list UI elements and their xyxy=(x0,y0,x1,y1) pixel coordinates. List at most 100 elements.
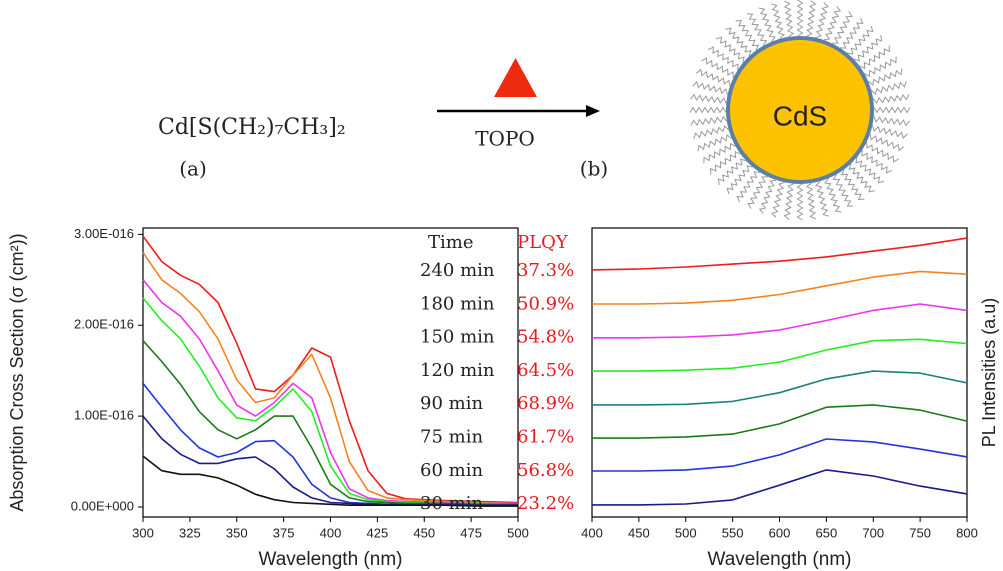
ligand xyxy=(746,13,768,46)
ligand xyxy=(815,2,829,39)
table-header: Time xyxy=(428,232,473,253)
series-line xyxy=(142,279,518,505)
x-tick-label: 500 xyxy=(507,525,529,540)
ligand xyxy=(758,179,777,215)
series-line xyxy=(591,237,968,271)
time-label: 75 min xyxy=(420,427,483,448)
ligand xyxy=(871,125,908,139)
ligand xyxy=(870,81,907,95)
ligand xyxy=(824,177,842,213)
ligand xyxy=(689,106,727,114)
ligand xyxy=(736,171,761,203)
nanoparticle xyxy=(726,36,874,184)
series-line xyxy=(592,404,968,439)
ligand xyxy=(805,182,816,220)
ligand xyxy=(717,158,747,185)
ligand xyxy=(873,116,910,127)
x-tick-label: 400 xyxy=(581,525,603,540)
ligand xyxy=(692,81,729,95)
ligand xyxy=(866,142,899,163)
ligand-shell xyxy=(689,0,911,221)
x-tick-label: 700 xyxy=(862,525,884,540)
series-line xyxy=(142,340,518,506)
ligand xyxy=(690,93,727,104)
ligand xyxy=(832,11,853,44)
series-line xyxy=(592,370,968,406)
plqy-value: 54.8% xyxy=(517,327,574,348)
x-tick-label: 475 xyxy=(460,525,482,540)
ligand xyxy=(703,142,736,164)
precursor-formula: Cd[S(CH₂)₇CH₃]₂ xyxy=(158,115,346,140)
series-line xyxy=(592,270,968,305)
plots: 300 325 350 375 400 425 450 475 500 0.00E+000 1.00… xyxy=(7,226,999,570)
series-line xyxy=(142,455,518,507)
ligand xyxy=(697,134,733,152)
ligand xyxy=(864,56,897,78)
x-tick-label: 350 xyxy=(226,525,248,540)
time-label: 90 min xyxy=(420,393,483,414)
x-axis-title: Wavelength (nm) xyxy=(708,549,852,570)
time-label: 180 min xyxy=(420,293,495,314)
x-tick-label: 400 xyxy=(320,525,342,540)
ligand xyxy=(823,5,842,41)
ligand xyxy=(701,57,734,78)
ligand xyxy=(784,0,795,38)
table-header: PLQY xyxy=(517,232,569,253)
ligand xyxy=(796,0,804,37)
y-axis-title: PL Intensities (a.u) xyxy=(979,298,999,447)
heat-triangle xyxy=(494,58,537,97)
series-line xyxy=(592,303,968,339)
plqy-value: 56.8% xyxy=(517,460,574,481)
arrow-head xyxy=(586,105,600,117)
series-line xyxy=(592,469,968,506)
ligand xyxy=(771,181,785,218)
x-tick-label: 425 xyxy=(367,525,389,540)
plqy-value: 37.3% xyxy=(517,260,574,281)
ligand xyxy=(771,3,785,40)
ligand xyxy=(815,180,829,217)
ligand xyxy=(867,68,903,86)
plqy-table: Time PLQY 240 min 37.3% 180 min 50.9% 150 min 5… xyxy=(420,232,574,514)
x-tick-label: 800 xyxy=(956,525,978,540)
ligand xyxy=(693,125,730,139)
ligand xyxy=(709,150,741,175)
ligand xyxy=(840,169,865,201)
ligand xyxy=(872,94,910,105)
y-tick-label: 2.00E-016 xyxy=(74,317,134,332)
ligand xyxy=(725,27,752,57)
time-label: 60 min xyxy=(420,460,483,481)
ligand xyxy=(873,106,911,114)
reagent-label: TOPO xyxy=(475,127,535,151)
plqy-value: 61.7% xyxy=(517,427,574,448)
ligand xyxy=(832,174,854,207)
time-label: 30 min xyxy=(420,493,483,514)
x-axis-title: Wavelength (nm) xyxy=(259,549,403,570)
ligand xyxy=(726,165,753,195)
ligand xyxy=(855,157,885,184)
ligand xyxy=(690,115,728,126)
ligand xyxy=(796,183,804,221)
time-label: 120 min xyxy=(420,360,495,381)
ligand xyxy=(707,46,739,71)
particle-label: CdS xyxy=(773,100,827,131)
time-label: 150 min xyxy=(420,327,495,348)
label-a: (a) xyxy=(179,157,207,181)
ligand xyxy=(869,133,905,152)
ligand xyxy=(758,7,776,43)
x-tick-label: 300 xyxy=(132,525,154,540)
y-axis-title: Absorption Cross Section (σ (cm²)) xyxy=(7,233,27,511)
ligand xyxy=(847,25,874,55)
ligand xyxy=(806,0,817,37)
x-tick-label: 450 xyxy=(628,525,650,540)
ligand xyxy=(783,183,794,220)
ligand xyxy=(848,163,875,193)
time-label: 240 min xyxy=(420,260,495,281)
ligand xyxy=(735,19,760,51)
label-b: (b) xyxy=(580,157,608,181)
plqy-value: 50.9% xyxy=(517,293,574,314)
y-tick-label: 0.00E+000 xyxy=(71,498,134,513)
x-tick-label: 750 xyxy=(909,525,931,540)
ligand xyxy=(695,68,731,87)
